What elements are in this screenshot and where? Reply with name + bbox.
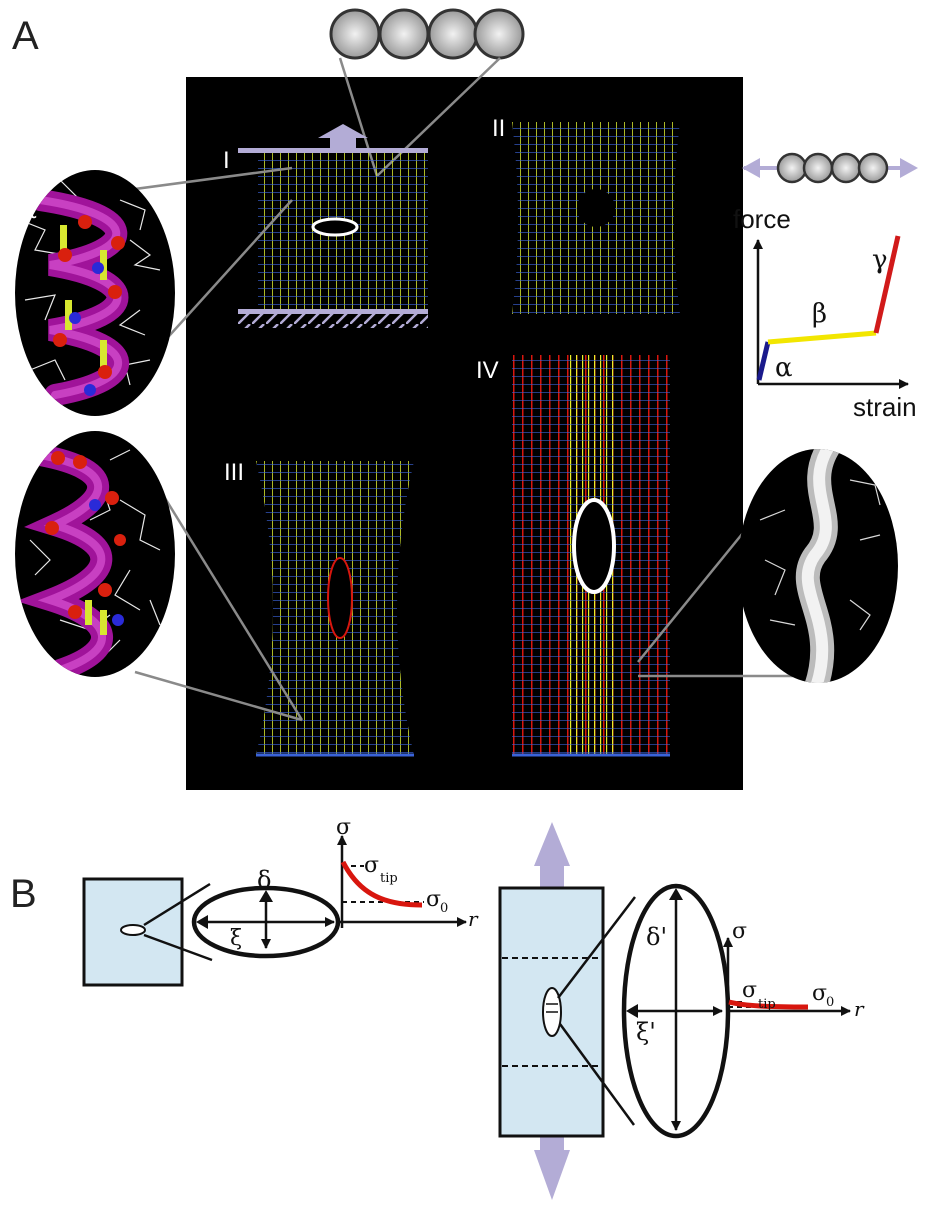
panel-b-letter: B xyxy=(10,872,37,916)
stage-ii-label: II xyxy=(492,115,505,142)
large-sigma-zero: σ xyxy=(812,981,827,1006)
large-zero-subscript: 0 xyxy=(826,995,834,1010)
beta-label: β xyxy=(18,452,34,485)
curve-segment-beta xyxy=(767,330,877,345)
zoom-line-beta-bottom xyxy=(134,670,303,722)
large-delta-label: δ' xyxy=(646,923,667,951)
bead-chain-stretched xyxy=(742,152,918,184)
small-sigma-tip: σ xyxy=(364,853,379,878)
beta-helix-image: β xyxy=(15,431,175,677)
small-r-label: r xyxy=(468,907,479,931)
stage-i-label: I xyxy=(223,147,230,174)
panel-a-letter: A xyxy=(12,14,39,58)
curve-segment-alpha xyxy=(756,341,771,381)
gamma-chain-image: γ xyxy=(738,449,898,683)
small-sigma-zero: σ xyxy=(426,887,441,912)
curve-label-alpha: α xyxy=(775,353,793,383)
curve-label-gamma: γ xyxy=(872,245,888,275)
small-xi-label: ξ xyxy=(230,926,242,951)
stage-ii-mesh: II xyxy=(492,115,680,314)
bead-chain-top xyxy=(329,8,525,60)
stage-iv-mesh: IV xyxy=(476,355,670,757)
large-sigma-tip: σ xyxy=(742,978,757,1003)
zoom-line-beta-top xyxy=(158,489,304,721)
large-sigma-axis: σ xyxy=(732,919,747,944)
zoom-line-gamma-top xyxy=(637,511,761,663)
large-crack-diagram: δ' ξ' σ σ tip σ 0 r xyxy=(498,822,865,1200)
small-crack-diagram: δ ξ σ σ tip σ 0 r xyxy=(82,815,479,987)
x-axis-label: strain xyxy=(853,392,917,422)
y-axis-label: force xyxy=(733,204,791,234)
large-tip-subscript: tip xyxy=(758,997,776,1012)
stage-iii-label: III xyxy=(224,459,244,486)
gamma-label: γ xyxy=(744,452,760,482)
curve-segment-gamma xyxy=(873,235,901,334)
small-tip-subscript: tip xyxy=(380,871,398,886)
stage-iv-label: IV xyxy=(476,357,499,384)
large-xi-label: ξ' xyxy=(636,1018,656,1046)
stage-iii-mesh: III xyxy=(224,459,414,757)
small-sigma-axis: σ xyxy=(336,815,351,840)
small-crack xyxy=(120,924,146,936)
alpha-helix-image: α xyxy=(15,170,175,416)
large-r-label: r xyxy=(854,997,865,1021)
small-zero-subscript: 0 xyxy=(440,901,448,916)
curve-label-beta: β xyxy=(812,299,827,329)
small-delta-label: δ xyxy=(257,866,271,894)
stage-i-mesh: I xyxy=(223,124,428,328)
alpha-label: α xyxy=(18,192,37,225)
force-strain-curve: force strain α β γ xyxy=(733,204,917,422)
